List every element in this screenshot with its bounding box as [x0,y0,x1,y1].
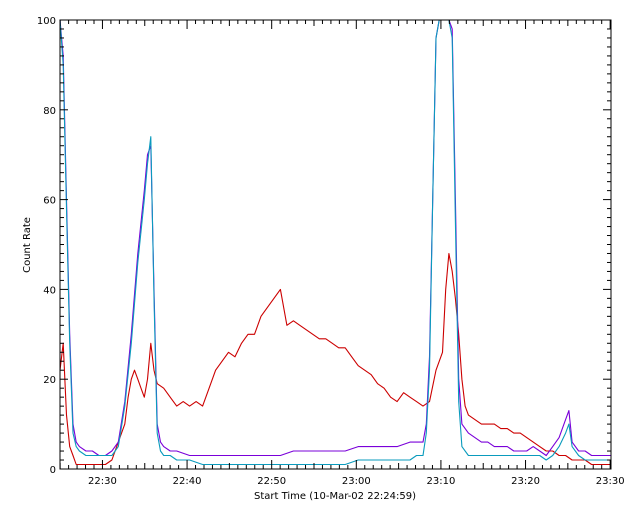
y-tick-label: 80 [43,106,56,117]
y-tick-label: 20 [43,375,56,386]
series-line-1 [59,19,611,457]
y-axis-title: Count Rate [22,217,33,273]
series-layer [59,19,611,466]
y-tick-label: 40 [43,285,56,296]
x-tick-label: 23:30 [596,476,625,487]
x-tick-label: 23:10 [427,476,456,487]
plot-frame [59,19,612,470]
y-tick-label: 0 [50,465,56,476]
x-tick-label: 22:30 [88,476,117,487]
x-tick-label: 23:00 [342,476,371,487]
x-axis-title: Start Time (10-Mar-02 22:24:59) [254,491,416,502]
y-tick-label: 100 [37,16,56,27]
x-tick-label: 22:40 [173,476,202,487]
y-tick-label: 60 [43,196,56,207]
series-line-0 [59,252,611,466]
x-tick-label: 22:50 [257,476,286,487]
axis-layer: 0 20 40 60 80 100 22:30 22:40 22:50 23:00 23:10 23:… [37,16,625,487]
x-tick-label: 23:20 [511,476,540,487]
series-line-2 [59,19,611,466]
